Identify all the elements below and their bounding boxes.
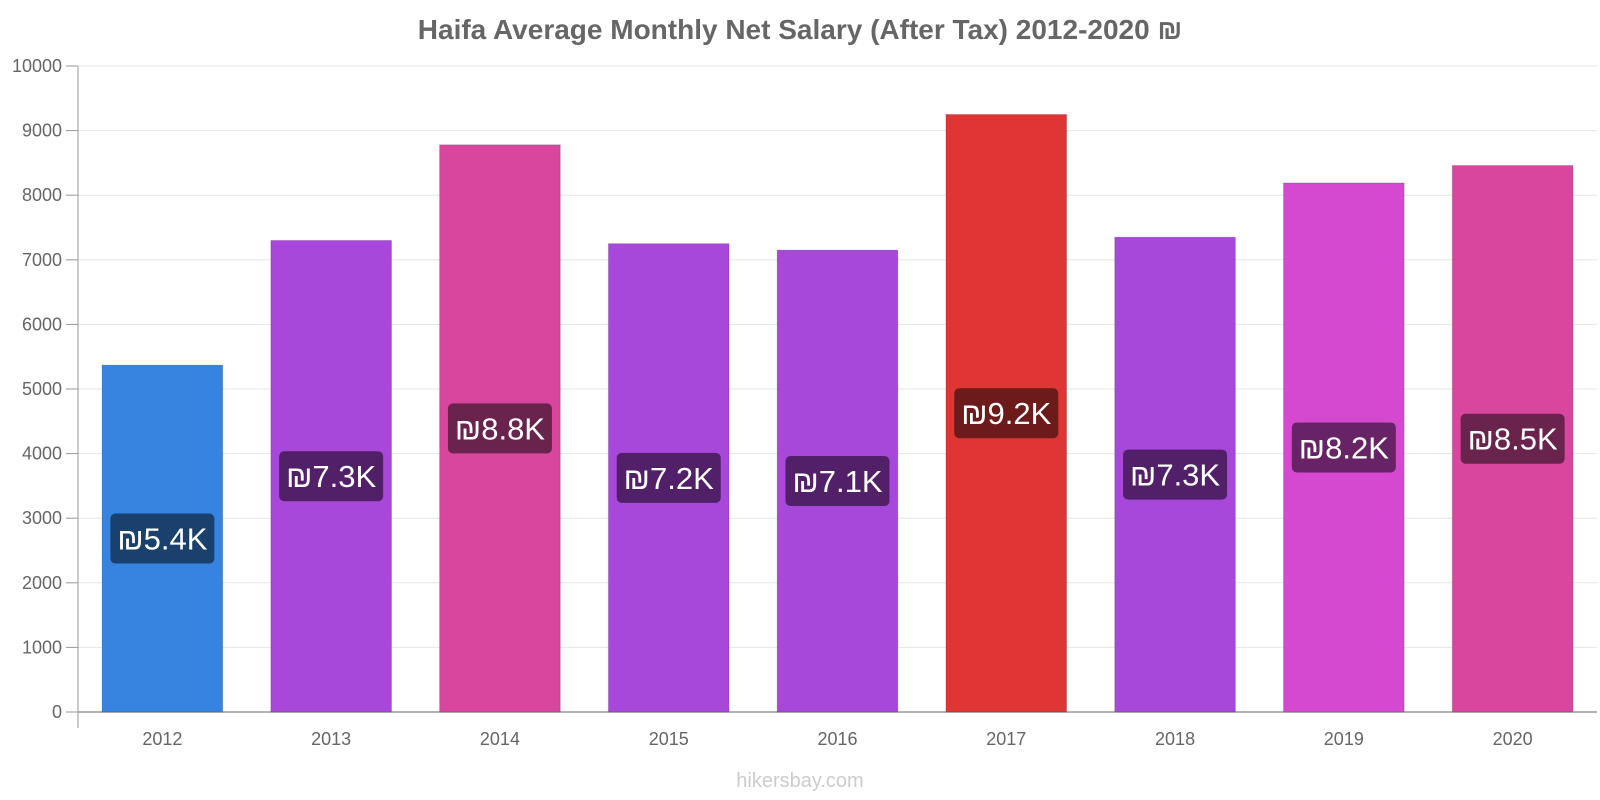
y-tick-label: 4000 (22, 444, 62, 464)
data-label-box (785, 456, 890, 507)
data-label: ₪9.2K (961, 396, 1051, 431)
data-label: ₪7.3K (1130, 458, 1220, 493)
y-tick-label: 2000 (22, 573, 62, 593)
y-tick-label: 1000 (22, 637, 62, 657)
chart-title: Haifa Average Monthly Net Salary (After … (417, 14, 1183, 45)
x-tick-label: 2020 (1493, 729, 1533, 749)
data-label-box (1291, 422, 1396, 473)
data-label: ₪8.2K (1299, 430, 1389, 465)
y-tick-label: 5000 (22, 379, 62, 399)
y-tick-label: 7000 (22, 250, 62, 270)
x-tick-label: 2018 (1155, 729, 1195, 749)
y-tick-label: 3000 (22, 508, 62, 528)
y-tick-label: 0 (52, 702, 62, 722)
x-tick-label: 2019 (1324, 729, 1364, 749)
watermark: hikersbay.com (736, 770, 864, 792)
data-label-box (1123, 449, 1228, 500)
data-label: ₪7.3K (286, 459, 376, 494)
data-label-box (1460, 413, 1565, 464)
data-label-box (616, 452, 721, 503)
bars (101, 113, 1574, 713)
y-tick-label: 9000 (22, 121, 62, 141)
data-label-box (279, 451, 384, 502)
data-label-box (954, 388, 1059, 439)
data-label: ₪7.1K (792, 464, 882, 499)
x-tick-label: 2014 (480, 729, 520, 749)
x-tick-label: 2015 (649, 729, 689, 749)
x-tick-label: 2017 (986, 729, 1026, 749)
data-label: ₪8.8K (455, 411, 545, 446)
x-tick-label: 2013 (311, 729, 351, 749)
axes: 0 1000 2000 3000 4000 5000 6000 7000 8000 9000 100… (12, 56, 1597, 749)
data-label: ₪8.5K (1468, 422, 1558, 457)
y-tick-label: 10000 (12, 56, 62, 76)
y-tick-label: 6000 (22, 314, 62, 334)
data-label: ₪5.4K (117, 522, 207, 557)
data-label-box (110, 513, 215, 564)
data-label: ₪7.2K (624, 461, 714, 496)
data-labels: ₪5.4K ₪7.3K ₪8.8K ₪7.2K ₪7.1K ₪9.2K ₪7.3K ₪8.2K… (110, 388, 1565, 564)
data-label-box (447, 403, 552, 454)
x-tick-label: 2012 (142, 729, 182, 749)
x-tick-label: 2016 (817, 729, 857, 749)
y-tick-label: 8000 (22, 185, 62, 205)
